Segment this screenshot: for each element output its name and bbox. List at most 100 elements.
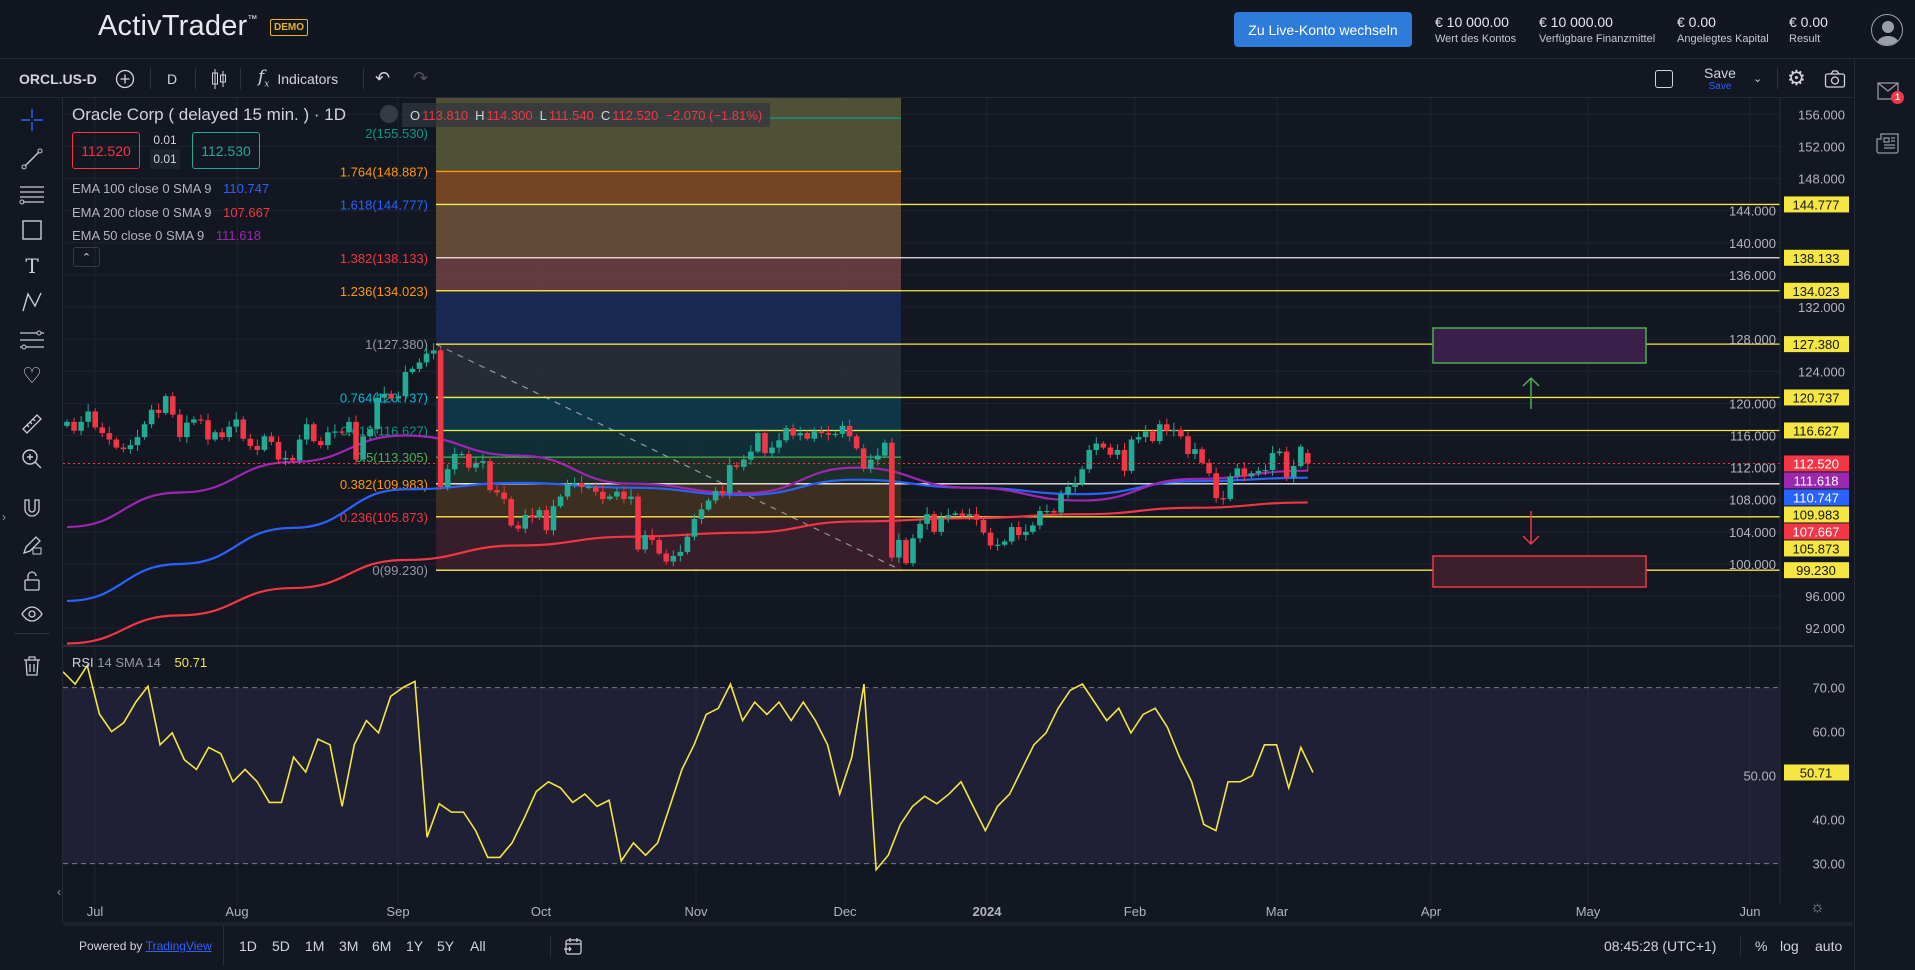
candle-body <box>1156 424 1163 442</box>
hide-legend-button[interactable] <box>380 105 398 123</box>
collapse-pane-chevron-icon[interactable]: ‹ <box>57 885 61 899</box>
range-all[interactable]: All <box>470 938 486 954</box>
candle-body <box>459 453 465 456</box>
log-scale-toggle[interactable]: log <box>1780 938 1799 954</box>
sell-button[interactable]: 112.520 <box>72 132 140 169</box>
buy-button[interactable]: 112.530 <box>192 132 260 169</box>
candle-body <box>1206 462 1212 474</box>
candle-body <box>1262 470 1269 472</box>
compare-symbol-button[interactable] <box>115 59 135 98</box>
trendline-icon[interactable] <box>18 145 46 173</box>
result: € 0.00 Result <box>1789 14 1828 45</box>
drawings[interactable] <box>1432 327 1647 588</box>
time-axis-label: May <box>1576 904 1601 919</box>
range-5d[interactable]: 5D <box>272 938 290 954</box>
magnet-icon[interactable] <box>18 494 46 522</box>
chart-type-button[interactable] <box>211 59 227 98</box>
ruler-icon[interactable] <box>18 410 46 438</box>
percent-scale-toggle[interactable]: % <box>1755 938 1768 954</box>
candle-body <box>825 433 832 435</box>
projection-icon[interactable] <box>18 326 46 354</box>
candle-body <box>388 393 395 399</box>
fib-trend-line[interactable] <box>435 343 902 571</box>
divider <box>223 926 224 966</box>
go-to-date-calendar-icon[interactable] <box>563 926 583 966</box>
logo-text: ActivTrader <box>98 10 248 42</box>
arrow-up-icon[interactable] <box>1522 376 1540 409</box>
candle-body <box>987 532 994 546</box>
ema-200-legend[interactable]: EMA 200 close 0 SMA 9 107.667 <box>72 201 270 225</box>
lock-icon[interactable] <box>18 567 46 595</box>
rectangle-icon[interactable] <box>18 216 46 244</box>
target-rectangle-red[interactable] <box>1432 555 1647 588</box>
pattern-icon[interactable] <box>18 288 46 316</box>
activtrader-logo[interactable]: ActivTrader™ <box>98 10 258 43</box>
indicator-legend: EMA 100 close 0 SMA 9 110.747 EMA 200 cl… <box>72 177 270 248</box>
candle-body <box>1199 449 1205 463</box>
expand-toolbar-chevron-icon[interactable]: › <box>2 510 6 524</box>
undo-icon[interactable]: ↶ <box>375 68 391 88</box>
candle-body <box>360 436 366 460</box>
interval-button[interactable]: D <box>167 70 178 87</box>
time-axis-label: Sep <box>386 904 409 919</box>
fib-zone <box>436 457 901 484</box>
ema-50-legend[interactable]: EMA 50 close 0 SMA 9 111.618 <box>72 224 270 248</box>
zoom-in-icon[interactable] <box>18 445 46 473</box>
symbol-search[interactable]: ORCL.US-D <box>19 70 97 87</box>
fullscreen-checkbox-icon[interactable] <box>1655 59 1673 98</box>
clock-time[interactable]: 08:45:28 (UTC+1) <box>1604 938 1717 954</box>
horizontal-lines[interactable] <box>436 203 1780 571</box>
lock-drawing-pencil-icon[interactable] <box>18 531 46 559</box>
horizontal-line-price-label: 134.023 <box>1793 284 1840 299</box>
candle-body <box>310 424 317 442</box>
trash-icon[interactable] <box>18 652 46 680</box>
fib-retracement-icon[interactable] <box>18 180 46 208</box>
horizontal-line-price-label: 105.873 <box>1793 541 1840 556</box>
range-1m[interactable]: 1M <box>305 938 325 954</box>
news-icon[interactable] <box>1876 132 1900 159</box>
favorites-heart-icon[interactable]: ♡ <box>22 363 42 388</box>
tradingview-link[interactable]: TradingView <box>145 939 212 953</box>
axis-settings-sun-icon[interactable]: ☼ <box>1810 899 1825 916</box>
target-rectangle-green[interactable] <box>1432 327 1647 364</box>
range-1y[interactable]: 1Y <box>406 938 424 954</box>
auto-scale-toggle[interactable]: auto <box>1815 938 1843 954</box>
candle-body <box>529 514 536 518</box>
candle-body <box>938 517 944 532</box>
redo-icon[interactable]: ↷ <box>413 68 429 88</box>
candle-body <box>254 445 261 450</box>
rsi-label: RSI <box>72 655 94 670</box>
switch-to-live-account-button[interactable]: Zu Live-Konto wechseln <box>1234 12 1412 47</box>
candle-body <box>233 419 239 427</box>
save-button[interactable]: Save Save <box>1700 65 1740 92</box>
save-options-chevron-down-icon[interactable]: ⌄ <box>1753 73 1763 85</box>
ema-100-legend[interactable]: EMA 100 close 0 SMA 9 110.747 <box>72 177 270 201</box>
candle-body <box>755 433 761 452</box>
crosshair-icon[interactable] <box>18 106 46 134</box>
price-axis-label: 104.000 <box>1729 525 1776 540</box>
axes: Jul Aug Sep Oct Nov Dec 2024 Feb Mar Apr May Jun 156… <box>87 107 1849 919</box>
camera-icon[interactable] <box>1824 59 1846 98</box>
candle-body <box>423 353 430 363</box>
candle-body <box>882 442 888 456</box>
range-5y[interactable]: 5Y <box>437 938 455 954</box>
settings-gear-icon[interactable]: ⚙ <box>1787 67 1806 90</box>
range-1d[interactable]: 1D <box>239 938 257 954</box>
eye-icon[interactable] <box>18 600 46 628</box>
candle-body <box>980 519 987 533</box>
divider <box>150 68 151 89</box>
fibonacci-retracement[interactable]: 0(99.230) 0.236(105.873) 0.382(109.983) 0.5… <box>340 98 902 578</box>
time-axis-label: Nov <box>684 904 708 919</box>
messages-mail-icon[interactable]: 1 <box>1877 82 1904 105</box>
candle-body <box>99 427 106 434</box>
user-avatar-icon[interactable] <box>1871 14 1903 46</box>
horizontal-line-price-label-bg <box>1784 196 1849 213</box>
arrow-down-icon[interactable] <box>1522 511 1540 546</box>
range-3m[interactable]: 3M <box>339 938 359 954</box>
collapse-legend-chevron-up-icon[interactable]: ⌃ <box>73 247 100 267</box>
divider <box>550 935 551 957</box>
indicators-button[interactable]: fx Indicators <box>258 59 338 98</box>
text-tool-icon[interactable]: T <box>25 254 39 278</box>
range-6m[interactable]: 6M <box>372 938 392 954</box>
